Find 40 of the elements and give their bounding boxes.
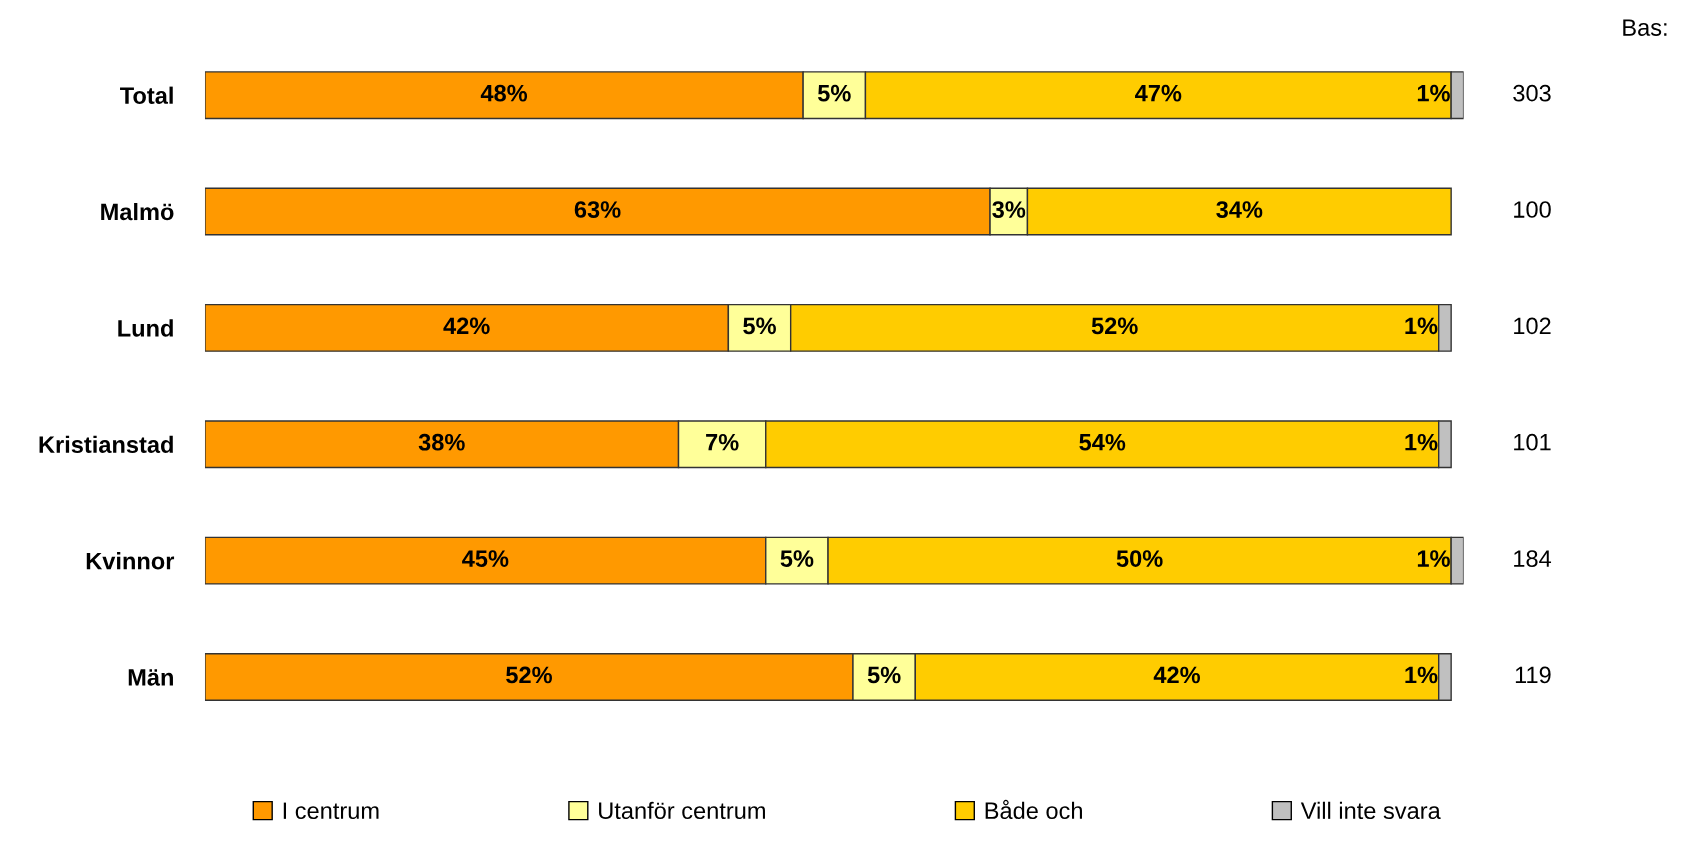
legend-label: Både och bbox=[985, 799, 1082, 820]
y-tick-label: Total bbox=[120, 86, 173, 104]
y-tick-label: Malmö bbox=[101, 202, 174, 221]
data-label: 1% bbox=[1417, 550, 1450, 567]
data-label: 48% bbox=[480, 84, 528, 102]
y-tick-label: Kristianstad bbox=[39, 435, 173, 454]
legend-label: Utanför centrum bbox=[599, 801, 765, 820]
legend-label: Vill inte svara bbox=[1300, 801, 1441, 820]
data-label: 5% bbox=[743, 317, 776, 335]
data-label: 1% bbox=[1405, 666, 1438, 684]
data-label: 42% bbox=[443, 317, 490, 335]
text: 100 bbox=[1514, 201, 1551, 218]
data-label: 63% bbox=[574, 201, 621, 218]
data-label: 3% bbox=[992, 201, 1026, 218]
data-label: 5% bbox=[867, 666, 901, 684]
text: 184 bbox=[1514, 550, 1552, 567]
data-label: 38% bbox=[418, 433, 465, 451]
data-label: 54% bbox=[1079, 433, 1126, 451]
data-label: 1% bbox=[1405, 433, 1438, 451]
y-tick-label: Lund bbox=[118, 319, 173, 337]
data-label: 42% bbox=[1153, 666, 1200, 684]
data-label: 7% bbox=[706, 433, 739, 451]
data-label: 5% bbox=[817, 84, 851, 102]
text: Bas: bbox=[1623, 19, 1667, 36]
data-label: 52% bbox=[1091, 317, 1138, 335]
data-label: 34% bbox=[1216, 201, 1263, 218]
legend-label: I centrum bbox=[283, 802, 379, 820]
text: 102 bbox=[1514, 317, 1551, 335]
data-label: 45% bbox=[462, 550, 509, 567]
y-tick-label: Kvinnor bbox=[86, 552, 175, 570]
data-label: 1% bbox=[1417, 84, 1450, 102]
data-label: 5% bbox=[780, 550, 814, 567]
data-label: 1% bbox=[1405, 317, 1438, 335]
text: 303 bbox=[1513, 84, 1551, 102]
y-tick-label: Män bbox=[128, 669, 173, 686]
data-label: 50% bbox=[1116, 550, 1163, 567]
text: 101 bbox=[1514, 433, 1551, 451]
data-label: 52% bbox=[506, 666, 552, 684]
data-label: 47% bbox=[1135, 84, 1182, 102]
text: 119 bbox=[1515, 666, 1551, 684]
